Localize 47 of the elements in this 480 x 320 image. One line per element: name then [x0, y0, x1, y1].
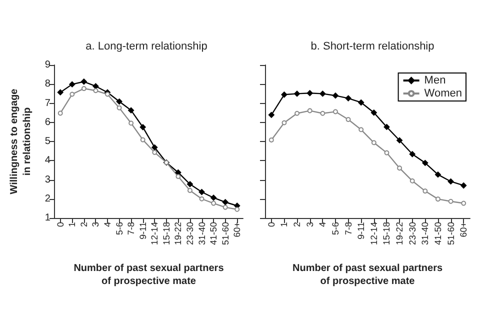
- y-tick-label: 2: [44, 193, 51, 204]
- x-tick-label: 31-40: [420, 222, 430, 246]
- x-tick-label: 3: [90, 222, 101, 228]
- x-tick-label: 9-11: [138, 222, 148, 240]
- x-tick-label: 2: [78, 222, 89, 228]
- x-tick-label: 7-8: [126, 222, 136, 236]
- x-tick-label: 1: [279, 222, 290, 228]
- x-tick-label: 60+: [458, 222, 469, 238]
- y-tick-label: 5: [44, 136, 51, 147]
- x-tick-label: 19-22: [394, 222, 405, 246]
- x-tick-label: 5-6: [114, 222, 124, 236]
- y-tick-label: 9: [44, 60, 51, 70]
- x-tick-label: 31-40: [196, 222, 207, 246]
- x-tick-label: 2: [292, 222, 302, 228]
- x-tick-label: 41-50: [208, 222, 219, 246]
- x-tick-label: 51-60: [446, 222, 456, 246]
- x-tick-label: 9-11: [356, 222, 366, 240]
- x-tick-label: 60+: [232, 222, 242, 238]
- y-tick-label: 7: [44, 98, 51, 109]
- legend-label: Women: [424, 88, 462, 100]
- x-tick-label: 4: [102, 222, 112, 228]
- x-tick-label: 5-6: [330, 222, 340, 236]
- x-tick-label: 15-18: [161, 222, 172, 246]
- x-tick-label: 12-14: [150, 222, 160, 246]
- x-tick-label: 4: [318, 222, 328, 228]
- x-tick-label: 19-22: [173, 222, 184, 246]
- x-tick-label: 51-60: [220, 222, 230, 246]
- x-tick-label: 7-8: [343, 222, 354, 236]
- y-tick-label: 8: [44, 78, 51, 90]
- x-tick-label: 15-18: [382, 222, 392, 246]
- chart-title: a. Long-term relationship: [86, 40, 208, 52]
- x-axis-title: Number of past sexual partners of prospective mate: [74, 263, 224, 287]
- x-tick-label: 23-30: [184, 222, 195, 246]
- x-tick-label: 0: [266, 222, 276, 228]
- y-tick-label: 3: [44, 174, 51, 186]
- y-tick-label: 6: [44, 116, 51, 128]
- x-tick-label: 0: [55, 222, 66, 228]
- x-axis-title: Number of past sexual partners of prospective mate: [292, 263, 443, 287]
- x-tick-label: 41-50: [432, 222, 443, 246]
- x-tick-label: 3: [304, 222, 315, 228]
- y-tick-label: 4: [44, 155, 51, 166]
- y-axis-title: Willingness to engage in relationship: [9, 88, 33, 194]
- x-tick-label: 1: [67, 222, 78, 228]
- legend-label: Men: [424, 74, 446, 86]
- chart-title: b. Short-term relationship: [310, 40, 434, 52]
- x-tick-label: 12-14: [368, 222, 379, 246]
- x-tick-label: 23-30: [407, 222, 418, 246]
